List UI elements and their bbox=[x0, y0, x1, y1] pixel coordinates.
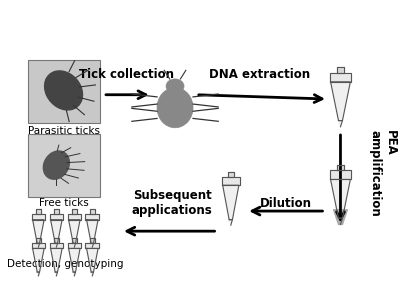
Polygon shape bbox=[229, 220, 232, 225]
Polygon shape bbox=[37, 272, 40, 276]
Polygon shape bbox=[72, 209, 77, 214]
Polygon shape bbox=[91, 243, 94, 247]
Polygon shape bbox=[86, 214, 99, 220]
Polygon shape bbox=[37, 243, 40, 247]
Polygon shape bbox=[86, 243, 99, 249]
Polygon shape bbox=[51, 249, 62, 272]
Polygon shape bbox=[330, 72, 352, 82]
Text: Free ticks: Free ticks bbox=[39, 198, 88, 208]
Text: Subsequent
applications: Subsequent applications bbox=[132, 189, 212, 217]
Text: Detection, genotyping: Detection, genotyping bbox=[7, 259, 124, 269]
Polygon shape bbox=[54, 238, 59, 243]
Polygon shape bbox=[73, 243, 76, 247]
Polygon shape bbox=[338, 121, 342, 127]
Polygon shape bbox=[68, 249, 80, 272]
Polygon shape bbox=[36, 209, 41, 214]
Polygon shape bbox=[336, 67, 344, 72]
Polygon shape bbox=[334, 210, 347, 224]
Polygon shape bbox=[228, 172, 234, 177]
Polygon shape bbox=[330, 180, 350, 218]
Ellipse shape bbox=[44, 71, 82, 110]
FancyBboxPatch shape bbox=[28, 60, 100, 124]
Text: Dilution: Dilution bbox=[260, 197, 312, 209]
Polygon shape bbox=[50, 243, 63, 249]
Polygon shape bbox=[336, 165, 344, 170]
Ellipse shape bbox=[43, 151, 69, 179]
FancyBboxPatch shape bbox=[28, 133, 100, 197]
Polygon shape bbox=[68, 243, 81, 249]
Polygon shape bbox=[68, 220, 80, 243]
Circle shape bbox=[166, 79, 184, 93]
Polygon shape bbox=[55, 272, 58, 276]
Polygon shape bbox=[55, 243, 58, 247]
Polygon shape bbox=[90, 238, 95, 243]
Polygon shape bbox=[33, 249, 44, 272]
Polygon shape bbox=[36, 238, 41, 243]
Polygon shape bbox=[72, 238, 77, 243]
Polygon shape bbox=[86, 249, 98, 272]
Polygon shape bbox=[86, 220, 98, 243]
Polygon shape bbox=[50, 214, 63, 220]
Text: DNA extraction: DNA extraction bbox=[209, 68, 310, 81]
Polygon shape bbox=[51, 220, 62, 243]
Polygon shape bbox=[32, 214, 45, 220]
Polygon shape bbox=[90, 209, 95, 214]
Polygon shape bbox=[32, 243, 45, 249]
Polygon shape bbox=[338, 218, 342, 224]
Polygon shape bbox=[223, 185, 239, 220]
Polygon shape bbox=[73, 272, 76, 276]
Text: Parasitic ticks: Parasitic ticks bbox=[28, 126, 100, 136]
Polygon shape bbox=[91, 272, 94, 276]
Polygon shape bbox=[222, 177, 240, 185]
Ellipse shape bbox=[157, 88, 193, 128]
Polygon shape bbox=[68, 214, 81, 220]
Text: Tick collection: Tick collection bbox=[79, 68, 174, 81]
Polygon shape bbox=[330, 170, 352, 180]
Text: PEA
amplification: PEA amplification bbox=[368, 130, 396, 217]
Polygon shape bbox=[33, 220, 44, 243]
Polygon shape bbox=[330, 82, 350, 121]
Polygon shape bbox=[54, 209, 59, 214]
